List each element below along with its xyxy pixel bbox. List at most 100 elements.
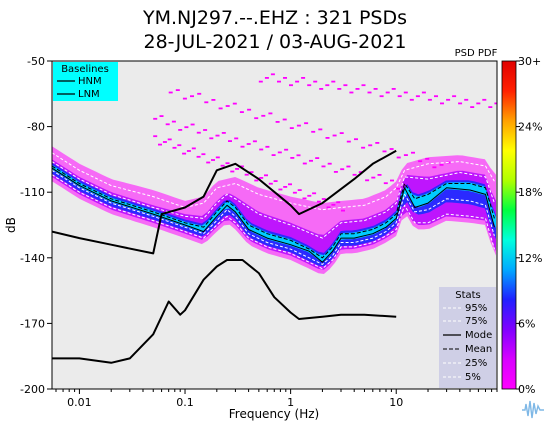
outlier-point: [283, 77, 287, 79]
outlier-point: [336, 201, 341, 204]
outlier-point: [482, 98, 487, 101]
outlier-point: [377, 174, 382, 176]
outlier-point: [247, 108, 252, 111]
x-axis-ticks: 0.01 0.1 1 10: [55, 389, 498, 409]
outlier-point: [158, 143, 162, 146]
outlier-point: [246, 143, 251, 145]
outlier-point: [411, 151, 415, 154]
outlier-point: [296, 124, 301, 127]
outlier-point: [313, 80, 318, 83]
outlier-point: [352, 173, 357, 176]
outlier-point: [346, 165, 351, 168]
outlier-point: [494, 102, 497, 105]
outlier-point: [358, 171, 363, 173]
outlier-point: [168, 91, 173, 94]
outlier-point: [220, 164, 225, 167]
outlier-point: [452, 95, 457, 98]
outlier-point: [439, 164, 444, 166]
outlier-point: [403, 91, 408, 94]
outlier-point: [186, 150, 191, 152]
legend-mode-label: Mode: [465, 330, 492, 341]
outlier-point: [204, 101, 209, 104]
outlier-point: [182, 97, 187, 100]
outlier-point: [331, 203, 336, 206]
outlier-point: [215, 134, 220, 137]
outlier-point: [396, 187, 401, 190]
y-tick-label: -200: [20, 383, 45, 396]
legend-95-label: 95%: [465, 303, 487, 314]
outlier-point: [215, 156, 220, 159]
outlier-point: [332, 134, 337, 137]
outlier-point: [396, 156, 401, 159]
psd-density-layer: [52, 73, 497, 274]
outlier-point: [470, 106, 475, 108]
y-tick-label: -140: [20, 252, 45, 265]
outlier-point: [270, 73, 275, 76]
y-tick-label: -110: [20, 186, 45, 199]
outlier-point: [228, 140, 232, 142]
outlier-point: [273, 180, 278, 182]
outlier-point: [341, 209, 345, 212]
legend-25-label: 25%: [465, 358, 487, 369]
y-axis-label: dB: [4, 217, 18, 233]
outlier-point: [302, 162, 307, 165]
waveform-logo-icon: [520, 397, 546, 419]
outlier-point: [201, 153, 206, 156]
legend-mean-label: Mean: [465, 344, 492, 355]
outlier-point: [289, 127, 294, 129]
outlier-point: [221, 132, 226, 134]
y-axis-ticks: -200 -170 -140 -110 -80 -50: [20, 55, 52, 396]
stats-legend-box: [439, 287, 496, 388]
outlier-point: [311, 130, 316, 133]
outlier-point: [184, 126, 189, 129]
outlier-points: [153, 73, 497, 212]
outlier-point: [209, 137, 214, 140]
outlier-point: [476, 102, 481, 105]
curve-layer: [52, 149, 495, 364]
outlier-point: [153, 135, 158, 138]
x-axis-label: Frequency (Hz): [229, 407, 320, 421]
outlier-point: [371, 176, 376, 179]
outlier-point: [340, 168, 345, 171]
outlier-point: [331, 80, 336, 83]
outlier-point: [261, 114, 266, 117]
outlier-point: [265, 145, 270, 148]
colorbar-tick-label: 30+: [518, 55, 541, 68]
outlier-point: [327, 162, 332, 165]
baselines-legend: Baselines HNM LNM: [53, 62, 118, 101]
outlier-point: [167, 138, 172, 141]
outlier-point: [162, 141, 167, 143]
chart-title-line2: 28-JUL-2021 / 03-AUG-2021: [144, 31, 407, 53]
legend-75-label: 75%: [465, 316, 487, 327]
outlier-point: [249, 171, 254, 173]
outlier-point: [211, 159, 215, 161]
outlier-point: [337, 88, 342, 90]
legend-5-label: 5%: [465, 372, 481, 383]
outlier-point: [259, 148, 264, 151]
outlier-point: [254, 117, 259, 120]
baselines-legend-title: Baselines: [61, 64, 109, 75]
series-line-95pct: [52, 152, 495, 211]
outlier-point: [296, 154, 301, 157]
outlier-point: [172, 146, 177, 149]
outlier-point: [175, 89, 180, 91]
outlier-point: [234, 137, 239, 140]
outlier-point: [203, 129, 208, 131]
outlier-point: [355, 88, 360, 90]
colorbar-tick-label: 24%: [518, 121, 542, 134]
outlier-point: [318, 128, 323, 131]
stats-legend-title: Stats: [455, 290, 481, 301]
outlier-point: [458, 102, 463, 105]
outlier-point: [290, 157, 295, 159]
outlier-point: [326, 206, 331, 209]
outlier-point: [488, 106, 493, 108]
legend-lnm-label: LNM: [78, 89, 100, 100]
outlier-point: [191, 147, 196, 150]
outlier-point: [389, 148, 394, 150]
outlier-point: [264, 174, 268, 177]
outlier-point: [391, 88, 396, 90]
outlier-point: [418, 160, 423, 163]
colorbar-tick-label: 12%: [518, 252, 542, 265]
outlier-point: [258, 80, 263, 83]
